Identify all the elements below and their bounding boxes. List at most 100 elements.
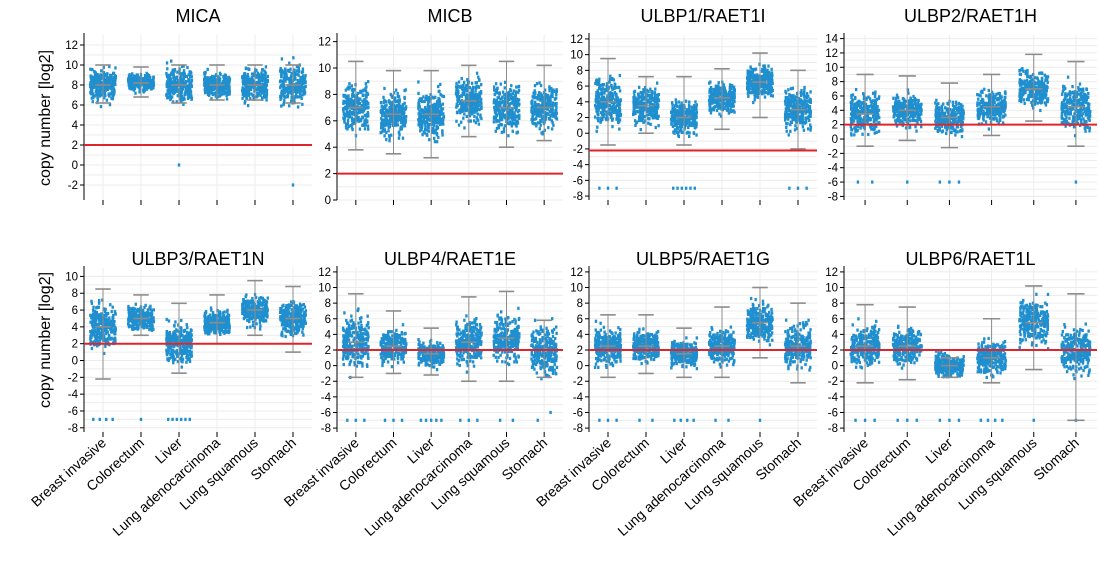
data-point	[506, 99, 509, 103]
data-point	[647, 93, 650, 98]
data-point	[596, 119, 600, 123]
data-point	[417, 118, 420, 122]
data-point	[107, 92, 110, 96]
data-point	[618, 110, 622, 114]
data-point	[746, 76, 750, 80]
data-point	[508, 110, 512, 114]
data-point	[366, 127, 370, 131]
data-point	[753, 83, 756, 87]
data-point	[186, 65, 189, 70]
data-point	[97, 79, 100, 83]
data-point	[263, 95, 266, 99]
data-point	[287, 77, 291, 81]
data-point	[806, 99, 809, 103]
data-point	[280, 75, 283, 79]
data-point	[262, 84, 266, 88]
data-point	[474, 81, 477, 85]
data-point	[218, 77, 222, 81]
data-point	[635, 97, 639, 101]
data-point	[262, 82, 265, 86]
data-point	[301, 70, 305, 74]
data-point	[441, 116, 445, 121]
data-point	[169, 73, 173, 77]
data-point	[655, 114, 658, 118]
data-point	[688, 104, 691, 109]
data-point	[105, 76, 109, 81]
data-point	[285, 76, 289, 80]
data-point	[807, 99, 811, 103]
data-point	[388, 106, 392, 110]
data-point	[111, 97, 115, 101]
data-point	[455, 119, 458, 123]
data-point	[602, 103, 606, 108]
data-point	[189, 83, 192, 88]
data-point	[480, 116, 483, 121]
data-point	[303, 88, 306, 92]
data-point	[670, 122, 673, 126]
data-point	[792, 106, 795, 110]
data-point	[470, 108, 473, 112]
data-point	[717, 90, 721, 94]
data-point	[134, 91, 137, 95]
data-point	[398, 99, 401, 104]
data-point	[618, 127, 621, 131]
data-point	[755, 78, 758, 82]
data-point	[263, 88, 267, 92]
data-point	[130, 72, 134, 76]
data-point	[730, 104, 733, 109]
data-point	[127, 74, 131, 78]
data-point	[873, 92, 877, 96]
data-point	[247, 89, 251, 94]
data-point	[251, 93, 255, 97]
data-point	[263, 69, 266, 73]
data-point	[723, 93, 727, 97]
data-point	[282, 70, 286, 74]
data-point	[746, 84, 750, 89]
data-point	[242, 80, 246, 84]
data-point	[551, 101, 555, 105]
data-point	[241, 88, 245, 92]
data-point	[190, 78, 193, 83]
data-point	[611, 87, 614, 92]
data-point	[435, 140, 439, 144]
data-point	[610, 77, 614, 81]
data-point	[803, 85, 806, 90]
data-point	[791, 96, 795, 100]
data-point	[190, 96, 194, 100]
data-point	[654, 87, 657, 91]
data-point	[611, 125, 614, 129]
data-point	[550, 127, 554, 131]
data-point	[129, 77, 132, 81]
data-point	[401, 120, 404, 124]
data-point	[394, 88, 398, 92]
data-point	[647, 100, 650, 104]
data-point	[258, 89, 262, 94]
data-point	[672, 109, 676, 114]
data-point	[807, 115, 810, 119]
data-point	[223, 73, 227, 77]
data-point	[212, 82, 216, 86]
data-point	[678, 129, 682, 133]
data-point	[178, 94, 182, 98]
data-point	[517, 85, 520, 89]
data-point	[92, 96, 95, 100]
data-point	[683, 106, 686, 110]
data-point	[610, 94, 614, 99]
data-point	[535, 122, 538, 126]
data-point	[184, 90, 187, 94]
data-point	[383, 124, 386, 128]
data-point	[222, 75, 225, 79]
data-point	[440, 107, 443, 111]
data-point	[342, 93, 345, 97]
data-point	[479, 97, 483, 101]
data-point	[112, 87, 116, 91]
data-point	[423, 131, 427, 135]
data-point	[241, 92, 245, 97]
data-point	[613, 91, 617, 95]
data-point	[613, 86, 616, 91]
data-point	[801, 113, 805, 117]
data-point	[471, 101, 474, 105]
data-point	[596, 112, 600, 116]
data-point	[89, 67, 92, 71]
data-point	[347, 102, 350, 106]
